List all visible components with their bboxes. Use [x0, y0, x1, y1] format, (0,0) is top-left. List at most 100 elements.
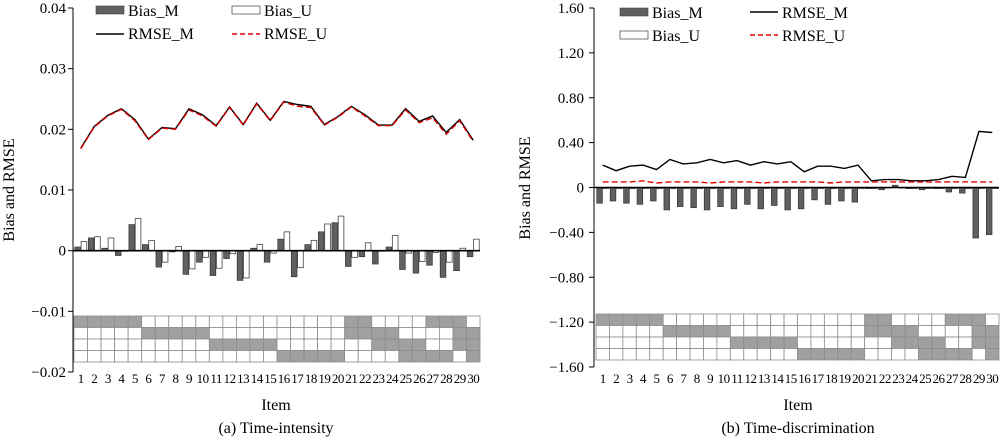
grid-cell-empty: [783, 313, 798, 326]
grid-cell-empty: [466, 315, 481, 328]
grid-cell-empty: [425, 338, 440, 351]
legend-label-bias-m: Bias_M: [128, 3, 179, 20]
grid-cell-empty: [384, 350, 400, 363]
grid-cell-empty: [649, 336, 664, 349]
grid-cell-empty: [303, 315, 319, 328]
y-tick-label: 0: [59, 244, 67, 260]
x-tick-label: 19: [839, 371, 851, 386]
bar-bias-m: [277, 238, 284, 252]
grid-cell-filled: [141, 327, 156, 340]
y-axis-label: Bias and RMSE: [517, 136, 534, 239]
grid-cell-empty: [635, 325, 651, 338]
grid-cell-empty: [837, 313, 852, 326]
grid-cell-empty: [263, 327, 278, 340]
grid-cell-empty: [330, 338, 346, 351]
grid-cell-empty: [756, 325, 772, 338]
bar-bias-m: [128, 224, 135, 252]
grid-cell-empty: [609, 348, 624, 361]
bar-bias-u: [94, 236, 101, 252]
bar-bias-m: [972, 187, 979, 239]
bar-bias-u: [107, 237, 115, 252]
x-tick-label: 13: [237, 371, 249, 386]
grid-cell-empty: [810, 313, 825, 326]
bar-bias-m: [717, 187, 724, 207]
y-tick-label: −0.40: [549, 225, 584, 241]
grid-cell-empty: [114, 350, 129, 363]
grid-cell-empty: [823, 325, 839, 338]
grid-cell-empty: [154, 338, 170, 351]
legend-label-rmse-u: RMSE_U: [264, 26, 328, 43]
grid-cell-empty: [729, 348, 745, 361]
x-axis-label: Item: [261, 397, 291, 414]
grid-cell-empty: [208, 327, 224, 340]
x-tick-label: 10: [718, 371, 730, 386]
grid-cell-empty: [756, 313, 772, 326]
grid-cell-filled: [823, 348, 839, 361]
grid-cell-empty: [371, 350, 386, 363]
grid-cell-empty: [235, 315, 251, 328]
grid-cell-filled: [371, 338, 386, 351]
bar-bias-m: [223, 250, 230, 259]
bar-bias-m: [318, 231, 325, 252]
bar-bias-m: [182, 250, 190, 275]
bar-bias-m: [757, 187, 764, 210]
grid-cell-filled: [622, 313, 637, 326]
grid-cell-filled: [918, 348, 933, 361]
y-tick-label: 0.04: [40, 1, 67, 17]
bar-bias-m: [677, 187, 684, 207]
x-tick-label: 6: [145, 371, 152, 386]
grid-cell-filled: [208, 338, 224, 351]
grid-cell-filled: [877, 313, 892, 326]
bar-bias-m: [596, 187, 603, 204]
bar-bias-m: [959, 187, 966, 194]
bar-bias-u: [391, 235, 399, 252]
bar-bias-m: [744, 187, 751, 205]
grid-cell-filled: [357, 315, 373, 328]
bar-bias-u: [337, 215, 345, 252]
legend-swatch-bias-u: [231, 5, 261, 15]
grid-cell-empty: [689, 348, 704, 361]
y-tick-label: −1.20: [549, 315, 584, 331]
x-tick-label: 5: [653, 371, 659, 386]
grid-cell-filled: [595, 313, 610, 326]
bar-bias-u: [364, 242, 372, 252]
grid-cell-empty: [127, 350, 143, 363]
x-tick-label: 27: [946, 371, 959, 386]
grid-cell-filled: [716, 325, 731, 338]
x-tick-label: 13: [758, 371, 770, 386]
legend-label-rmse-m: RMSE_M: [128, 26, 194, 43]
grid-cell-filled: [127, 315, 143, 328]
bar-bias-m: [985, 187, 993, 235]
x-tick-label: 22: [359, 371, 371, 386]
grid-cell-empty: [770, 313, 785, 326]
panel-time-discrimination: Bias and RMSE Item (b) Time-discriminati…: [517, 1, 1000, 437]
grid-cell-filled: [154, 327, 170, 340]
bar-bias-m: [466, 250, 474, 258]
grid-cell-empty: [330, 315, 346, 328]
grid-cell-empty: [127, 327, 143, 340]
grid-cell-empty: [971, 348, 986, 361]
legend-label-bias-u: Bias_U: [264, 3, 312, 20]
grid-cell-filled: [452, 327, 467, 340]
bar-bias-u: [215, 250, 223, 269]
grid-cell-empty: [100, 327, 115, 340]
grid-cell-empty: [181, 350, 197, 363]
grid-cell-empty: [609, 325, 624, 338]
grid-cell-empty: [411, 315, 427, 328]
grid-cell-empty: [904, 348, 919, 361]
y-tick-label: 0.40: [558, 136, 584, 152]
grid-cell-empty: [622, 348, 637, 361]
y-tick-label: 0.03: [40, 62, 66, 78]
grid-cell-filled: [276, 350, 291, 363]
grid-cell-filled: [438, 350, 454, 363]
grid-cell-empty: [208, 350, 224, 363]
grid-cell-filled: [384, 338, 400, 351]
grid-cell-empty: [609, 336, 624, 349]
grid-cell-empty: [877, 336, 892, 349]
grid-cell-empty: [195, 338, 210, 351]
legend-swatch-bias-u: [619, 30, 649, 40]
bar-bias-m: [453, 250, 460, 272]
grid-cell-empty: [676, 348, 691, 361]
grid-cell-empty: [649, 325, 664, 338]
x-tick-label: 9: [186, 371, 192, 386]
